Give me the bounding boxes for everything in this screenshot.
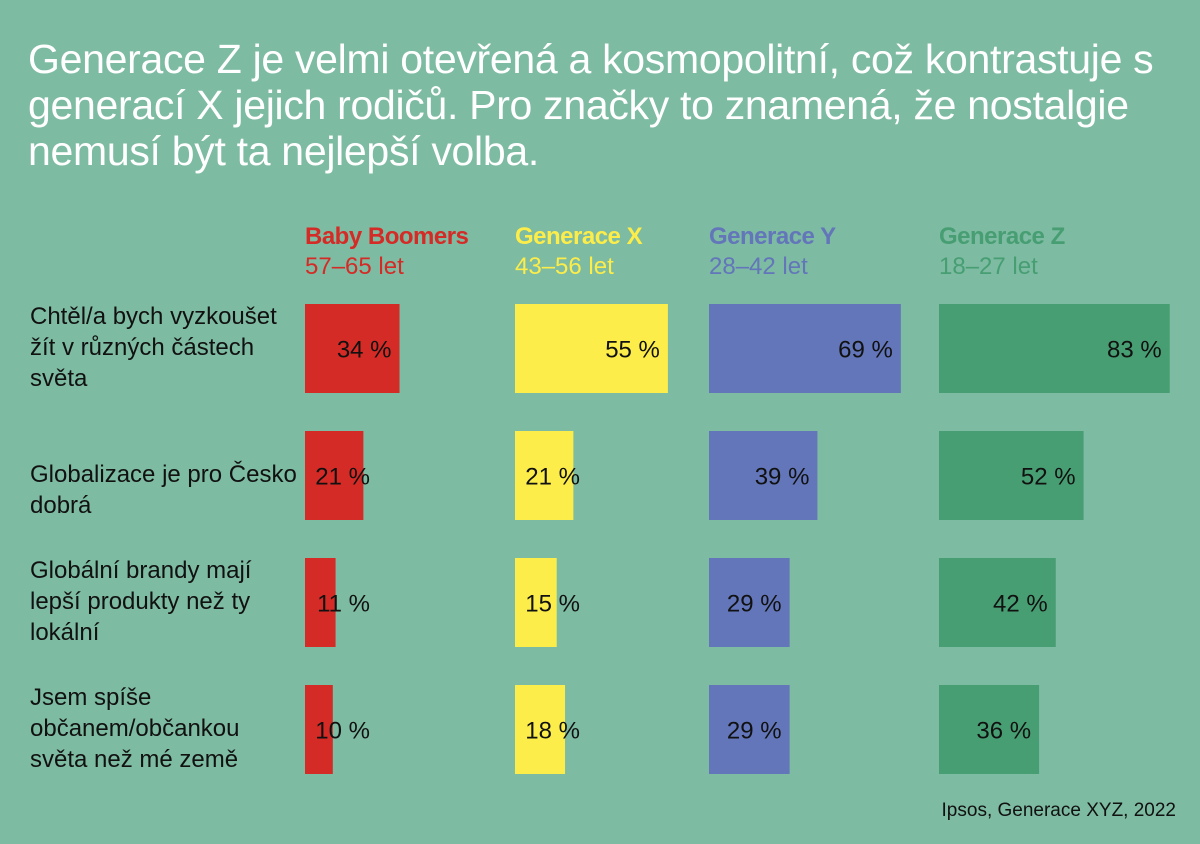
bar <box>515 685 566 774</box>
source-note: Ipsos, Generace XYZ, 2022 <box>941 800 1176 821</box>
bar <box>515 304 668 393</box>
bar <box>305 558 336 647</box>
bar-value-label: 18 % <box>525 718 580 745</box>
bar <box>515 431 574 520</box>
category-label: Jsem spíše občanem/občankou světa než mé… <box>30 684 240 773</box>
category-label: Globální brandy mají lepší produkty než … <box>30 557 252 646</box>
series-header-generace-x: Generace X 43–56 let <box>515 222 643 282</box>
bar <box>515 558 557 647</box>
chart-title: Generace Z je velmi otevřená a kosmopoli… <box>28 36 1154 174</box>
series-header-generace-y: Generace Y 28–42 let <box>709 222 836 282</box>
series-age: 43–56 let <box>515 253 614 280</box>
bar-value-label: 69 % <box>838 337 893 364</box>
series-name: Generace Y <box>709 223 836 250</box>
series-name: Generace Z <box>939 223 1065 250</box>
bar-value-label: 21 % <box>525 464 580 491</box>
category-label: Globalizace je pro Česko dobrá <box>30 461 297 519</box>
series-name: Generace X <box>515 223 643 250</box>
bar <box>709 685 790 774</box>
bar-value-label: 39 % <box>755 464 810 491</box>
bar-value-label: 34 % <box>337 337 392 364</box>
bar-value-label: 29 % <box>727 718 782 745</box>
bar <box>709 304 901 393</box>
bar <box>305 304 400 393</box>
series-name: Baby Boomers <box>305 223 469 250</box>
series-age: 28–42 let <box>709 253 808 280</box>
bar <box>305 685 333 774</box>
bar-value-label: 21 % <box>315 464 370 491</box>
bar-value-label: 11 % <box>317 591 370 618</box>
bar-value-label: 36 % <box>976 718 1031 745</box>
bar-value-label: 29 % <box>727 591 782 618</box>
bar <box>939 304 1170 393</box>
series-header-baby-boomers: Baby Boomers 57–65 let <box>305 222 469 282</box>
bar-value-label: 10 % <box>315 718 370 745</box>
series-age: 18–27 let <box>939 253 1038 280</box>
bar <box>939 685 1040 774</box>
bar <box>305 431 364 520</box>
bar <box>939 558 1056 647</box>
bar-value-label: 55 % <box>605 337 660 364</box>
bar <box>709 558 790 647</box>
bar <box>939 431 1084 520</box>
series-header-generace-z: Generace Z 18–27 let <box>939 222 1065 282</box>
bar-value-label: 83 % <box>1107 337 1162 364</box>
category-label: Chtěl/a bych vyzkoušet žít v různých čás… <box>30 303 277 392</box>
bar-value-label: 15 % <box>525 591 580 618</box>
bar <box>709 431 818 520</box>
bar-value-label: 42 % <box>993 591 1048 618</box>
series-age: 57–65 let <box>305 253 404 280</box>
bar-value-label: 52 % <box>1021 464 1076 491</box>
